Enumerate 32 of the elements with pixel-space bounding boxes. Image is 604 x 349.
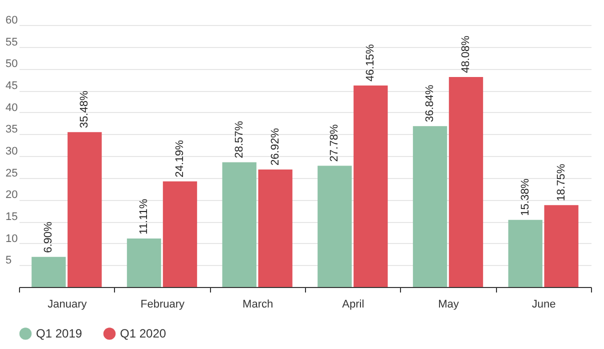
data-label: 26.92% <box>269 128 282 166</box>
x-tick-label: February <box>140 298 185 310</box>
x-tick-label: March <box>242 298 274 310</box>
y-tick-label: 15 <box>6 211 18 223</box>
data-label: 28.57% <box>233 120 246 158</box>
y-tick-label: 10 <box>6 232 18 245</box>
x-tick-label: April <box>342 298 364 310</box>
y-tick-label: 40 <box>6 102 18 114</box>
y-tick-label: 25 <box>6 167 18 180</box>
legend-label: Q1 2019 <box>36 326 82 341</box>
data-label: 18.75% <box>555 164 568 202</box>
x-tick-label: May <box>438 298 460 310</box>
y-tick-label: 50 <box>6 58 18 70</box>
y-tick-label: 60 <box>6 14 18 26</box>
y-tick-label: 45 <box>6 80 18 92</box>
y-tick-label: 20 <box>6 189 18 202</box>
legend-label: Q1 2020 <box>120 326 166 341</box>
data-label: 15.38% <box>519 178 532 216</box>
data-label: 11.11% <box>138 198 150 234</box>
data-label: 48.08% <box>460 36 472 74</box>
data-label: 24.19% <box>174 140 186 178</box>
y-tick-label: 55 <box>6 36 18 48</box>
y-tick-label: 5 <box>6 254 12 267</box>
y-tick-label: 30 <box>6 146 18 158</box>
x-tick-label: January <box>48 298 88 310</box>
y-tick-label: 35 <box>6 124 18 136</box>
data-label: 6.90% <box>42 221 55 253</box>
data-label: 35.48% <box>78 90 91 128</box>
data-label: 36.84% <box>424 84 436 122</box>
x-tick-label: June <box>532 298 556 310</box>
data-label: 46.15% <box>364 44 377 82</box>
data-label: 27.78% <box>328 124 341 162</box>
